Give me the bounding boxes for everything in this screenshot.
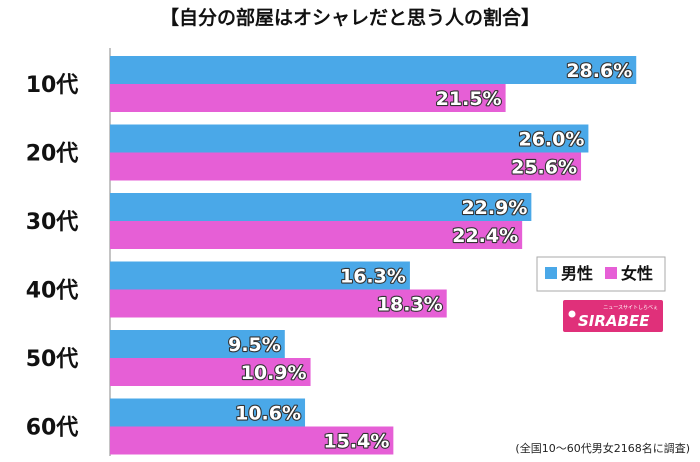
logo-text: SIRABEE (578, 312, 650, 330)
bar (110, 124, 589, 153)
data-label: 22.9% (461, 197, 527, 219)
legend-swatch (545, 267, 557, 279)
category-label: 60代 (26, 416, 79, 441)
bar (110, 152, 582, 181)
bar (110, 330, 285, 358)
data-label: 25.6% (511, 157, 577, 179)
bars-layer: 10代 28.6% 21.5% 20代 26.0% 25.6% 30代 22.9% 22.4% 4… (26, 56, 637, 455)
data-label: 28.6% (566, 60, 632, 82)
bar (110, 289, 447, 318)
bar (110, 193, 532, 221)
bar (110, 84, 506, 112)
data-label: 26.0% (518, 129, 584, 151)
bar (110, 56, 637, 84)
category-label: 40代 (26, 279, 79, 304)
bar (110, 358, 311, 386)
bar (110, 221, 523, 249)
data-label: 16.3% (340, 266, 406, 288)
footnote: (全国10〜60代男女2168名に調査) (515, 441, 690, 455)
data-label: 10.9% (241, 362, 307, 384)
category-label: 10代 (26, 73, 79, 98)
data-label: 21.5% (436, 88, 502, 110)
legend-box (536, 256, 666, 292)
data-label: 22.4% (452, 225, 518, 247)
data-label: 9.5% (228, 334, 281, 356)
legend-label: 男性 (561, 264, 593, 283)
category-label: 30代 (26, 210, 79, 235)
data-label: 10.6% (235, 403, 301, 425)
logo-background (563, 300, 663, 332)
chart-title: 【自分の部屋はオシャレだと思う人の割合】 (160, 6, 540, 29)
legend-label: 女性 (621, 264, 653, 283)
data-label: 15.4% (323, 431, 389, 453)
category-label: 20代 (26, 142, 79, 167)
legend: 男性 女性 (536, 256, 666, 292)
category-label: 50代 (26, 347, 79, 372)
data-label: 18.3% (377, 294, 443, 316)
bar (110, 261, 410, 290)
legend-swatch (605, 267, 617, 279)
logo-mark-icon (568, 310, 576, 318)
bar (110, 398, 306, 427)
bar (110, 426, 394, 455)
logo-subtext: ニュースサイトしらべぇ (603, 305, 658, 311)
